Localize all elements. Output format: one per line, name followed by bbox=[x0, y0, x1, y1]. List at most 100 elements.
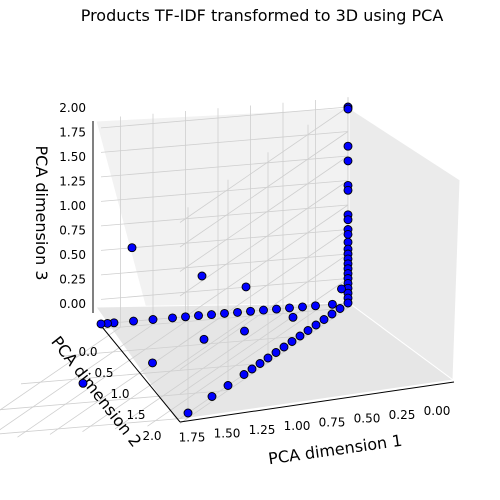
data-point bbox=[194, 311, 203, 321]
x-axis-label: PCA dimension 1 bbox=[267, 431, 403, 469]
y-tick-label: 2.0 bbox=[142, 429, 161, 443]
data-point bbox=[288, 312, 298, 322]
grid-line bbox=[0, 417, 189, 435]
y-tick-label: 0.5 bbox=[94, 366, 113, 380]
grid-line bbox=[179, 155, 349, 272]
data-point bbox=[311, 301, 320, 311]
z-tick-label: 2.00 bbox=[59, 101, 86, 115]
y-tick-label: 1.5 bbox=[126, 408, 145, 422]
grid-line bbox=[179, 180, 349, 297]
grid-line bbox=[17, 321, 186, 438]
data-point bbox=[241, 282, 251, 292]
x-tick-label: 1.00 bbox=[284, 419, 311, 433]
z-tick-label: 1.75 bbox=[59, 126, 86, 140]
grid-line bbox=[49, 318, 219, 435]
z-tick-label: 1.25 bbox=[59, 175, 86, 189]
z-tick-label: 1.50 bbox=[59, 150, 86, 164]
grid-line bbox=[179, 106, 349, 223]
data-point bbox=[343, 215, 353, 225]
data-point bbox=[343, 156, 353, 166]
data-point bbox=[343, 141, 353, 151]
data-point bbox=[129, 316, 138, 326]
grid-line bbox=[179, 131, 349, 248]
data-point bbox=[148, 358, 157, 368]
grid-line bbox=[114, 313, 284, 430]
data-point bbox=[271, 348, 281, 357]
data-point bbox=[168, 313, 177, 323]
data-point bbox=[303, 326, 313, 335]
data-point bbox=[207, 310, 216, 320]
z-tick-label: 1.00 bbox=[59, 199, 86, 213]
data-point bbox=[259, 305, 268, 315]
z-tick-label: 0.50 bbox=[59, 248, 86, 262]
data-point bbox=[285, 303, 294, 313]
y-axis-line bbox=[97, 321, 181, 423]
data-point bbox=[246, 306, 255, 316]
z-tick-label: 0.00 bbox=[59, 297, 86, 311]
x-tick-label: 0.00 bbox=[424, 404, 451, 418]
data-point bbox=[148, 315, 158, 324]
data-point bbox=[335, 304, 345, 313]
data-point bbox=[78, 378, 88, 388]
data-point bbox=[263, 353, 273, 363]
grid-line bbox=[179, 204, 349, 321]
data-point bbox=[298, 302, 307, 312]
x-tick-label: 1.25 bbox=[249, 423, 276, 437]
grid-line bbox=[147, 310, 316, 427]
y-tick-label: 1.0 bbox=[110, 387, 129, 401]
axis-lines bbox=[92, 121, 455, 423]
z-axis-label: PCA dimension 3 bbox=[32, 146, 51, 281]
data-point bbox=[287, 337, 297, 346]
grid-line bbox=[179, 307, 349, 424]
data-point bbox=[343, 185, 353, 195]
x-tick-label: 0.75 bbox=[319, 415, 346, 429]
grid-line bbox=[0, 390, 229, 411]
grid-line bbox=[179, 278, 349, 395]
data-point bbox=[207, 392, 217, 401]
z-tick-label: 0.25 bbox=[59, 273, 86, 287]
pane-back bbox=[95, 107, 350, 321]
data-points bbox=[78, 102, 353, 418]
data-point bbox=[327, 309, 337, 319]
data-point bbox=[311, 320, 321, 330]
data-point bbox=[295, 331, 305, 341]
grid-line bbox=[20, 362, 269, 385]
data-point bbox=[343, 229, 353, 239]
data-point bbox=[327, 299, 337, 309]
data-point bbox=[247, 364, 257, 374]
data-point bbox=[279, 342, 289, 352]
data-point bbox=[183, 408, 193, 418]
grid-line bbox=[0, 326, 121, 411]
data-point bbox=[127, 243, 137, 253]
grid-line bbox=[100, 106, 349, 129]
z-tick-label: 0.75 bbox=[59, 224, 86, 238]
data-point bbox=[220, 308, 229, 318]
grid-line bbox=[82, 315, 251, 432]
data-point bbox=[233, 307, 242, 317]
data-point bbox=[337, 284, 346, 294]
data-point bbox=[240, 326, 249, 336]
data-point bbox=[343, 298, 353, 308]
x-tick-label: 1.75 bbox=[179, 430, 206, 444]
data-point bbox=[181, 312, 190, 322]
data-point bbox=[239, 370, 249, 379]
tick-labels: 0.00 0.25 0.50 0.75 1.00 1.25 1.50 1.75 2.00 0.00… bbox=[59, 101, 450, 444]
grid-line bbox=[100, 307, 349, 330]
chart-title: Products TF-IDF transformed to 3D using … bbox=[81, 6, 444, 25]
data-point bbox=[343, 104, 353, 114]
data-point bbox=[319, 315, 329, 324]
grid-line bbox=[60, 335, 309, 357]
x-tick-label: 0.25 bbox=[389, 408, 416, 422]
data-point bbox=[223, 381, 233, 390]
data-point bbox=[272, 304, 281, 314]
data-point bbox=[255, 359, 265, 368]
x-axis-line bbox=[179, 381, 455, 423]
grid-line bbox=[0, 324, 154, 431]
x-tick-label: 0.50 bbox=[354, 412, 381, 426]
data-point bbox=[197, 271, 207, 281]
data-point bbox=[199, 334, 209, 344]
data-point bbox=[96, 319, 106, 329]
x-tick-label: 1.50 bbox=[214, 427, 241, 441]
grid-line bbox=[179, 302, 349, 419]
